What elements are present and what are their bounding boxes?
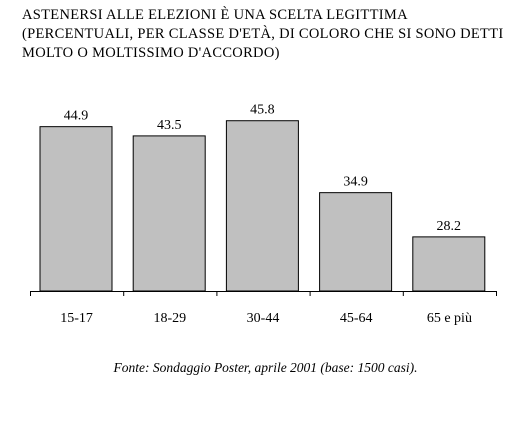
category-label: 30-44 bbox=[247, 311, 280, 326]
bar-18-29 bbox=[132, 135, 206, 292]
bar-45-64 bbox=[319, 192, 393, 292]
x-axis bbox=[30, 291, 497, 296]
value-label: 28.2 bbox=[437, 219, 462, 234]
value-label: 44.9 bbox=[64, 109, 89, 124]
chart-title: Astenersi alle elezioni è una scelta leg… bbox=[22, 7, 504, 61]
category-label: 65 e più bbox=[427, 311, 472, 326]
value-label: 34.9 bbox=[343, 175, 368, 190]
value-label: 45.8 bbox=[250, 103, 275, 118]
bars bbox=[39, 120, 486, 292]
bar-30-44 bbox=[225, 120, 299, 292]
bar-65-e-più bbox=[412, 236, 486, 292]
value-labels: 44.9 43.5 45.8 34.9 28.2 bbox=[64, 103, 461, 234]
category-label: 45-64 bbox=[340, 311, 373, 326]
category-label: 18-29 bbox=[153, 311, 186, 326]
category-label: 15-17 bbox=[60, 311, 93, 326]
bar-15-17 bbox=[39, 126, 113, 292]
value-label: 43.5 bbox=[157, 118, 182, 133]
source-note: Fonte: Sondaggio Poster, aprile 2001 (ba… bbox=[113, 360, 418, 375]
category-labels: 15-17 18-29 30-44 45-64 65 e più bbox=[60, 311, 472, 326]
